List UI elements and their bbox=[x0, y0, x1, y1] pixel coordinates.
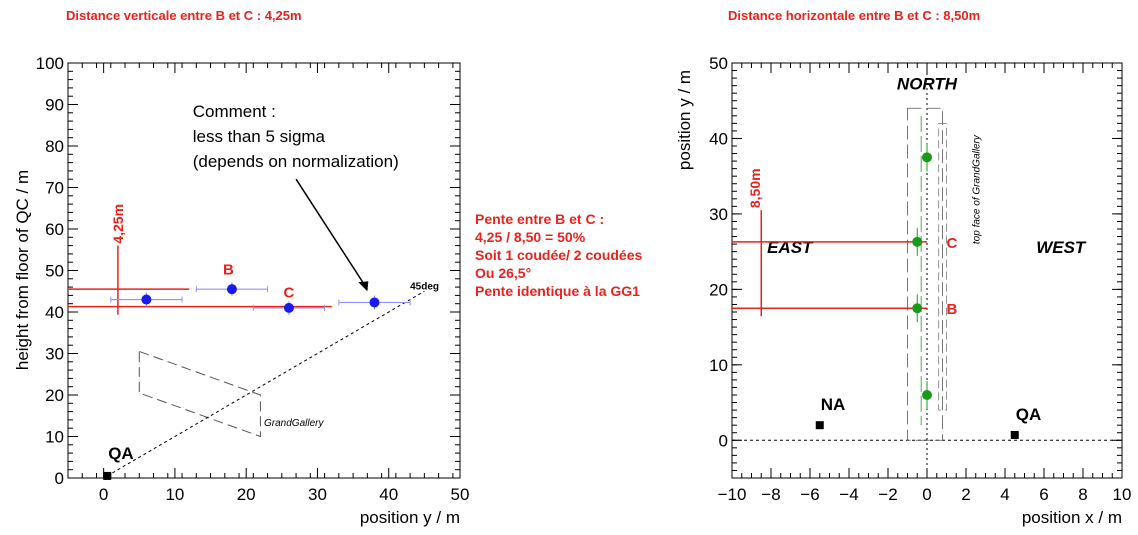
comment-text: (depends on normalization) bbox=[193, 152, 399, 171]
y-tick-label: 10 bbox=[45, 428, 64, 447]
y-tick-label: 80 bbox=[45, 137, 64, 156]
x-tick-label: −8 bbox=[761, 485, 780, 504]
reference-marker-label: QA bbox=[1016, 405, 1042, 424]
x-tick-label: 2 bbox=[961, 485, 970, 504]
x-tick-label: 10 bbox=[1113, 485, 1132, 504]
y-tick-label: 20 bbox=[45, 386, 64, 405]
point-label: B bbox=[947, 301, 958, 318]
east-label: EAST bbox=[767, 238, 814, 257]
y-axis-label: height from floor of QC / m bbox=[13, 170, 32, 370]
horizontal-distance-headline: Distance horizontale entre B et C : 8,50… bbox=[728, 8, 981, 23]
y-tick-label: 40 bbox=[45, 303, 64, 322]
point-label: B bbox=[223, 262, 234, 279]
y-tick-label: 100 bbox=[36, 54, 64, 73]
data-point bbox=[912, 303, 923, 314]
data-point bbox=[141, 294, 152, 305]
west-label: WEST bbox=[1036, 238, 1087, 257]
x-tick-label: 40 bbox=[379, 485, 398, 504]
grand-gallery-outline bbox=[907, 107, 943, 441]
y-tick-label: 70 bbox=[45, 179, 64, 198]
x-tick-label: −10 bbox=[718, 485, 747, 504]
y-tick-label: 60 bbox=[45, 220, 64, 239]
diagonal-45deg-label: 45deg bbox=[410, 281, 439, 292]
point-label: C bbox=[947, 235, 958, 252]
y-axis-label: position y / m bbox=[675, 70, 694, 170]
comment-text: less than 5 sigma bbox=[193, 127, 326, 146]
x-axis-label: position x / m bbox=[1022, 508, 1122, 527]
x-axis-label: position y / m bbox=[360, 508, 460, 527]
point-label: C bbox=[284, 284, 295, 301]
y-tick-label: 50 bbox=[45, 262, 64, 281]
data-point bbox=[283, 302, 294, 313]
slope-note-line: Pente entre B et C : bbox=[475, 211, 605, 227]
comment-arrow-shaft bbox=[295, 178, 368, 290]
x-tick-label: −2 bbox=[878, 485, 897, 504]
x-tick-label: 0 bbox=[922, 485, 931, 504]
qa-marker bbox=[103, 471, 112, 480]
reference-marker bbox=[815, 421, 824, 430]
diagonal-45deg-line bbox=[106, 290, 425, 477]
x-tick-label: 4 bbox=[1000, 485, 1009, 504]
slope-note-line: 4,25 / 8,50 = 50% bbox=[475, 229, 586, 245]
y-tick-label: 30 bbox=[45, 345, 64, 364]
x-tick-label: 0 bbox=[99, 485, 108, 504]
y-tick-label: 20 bbox=[709, 280, 728, 299]
slope-note-line: Pente identique à la GG1 bbox=[475, 283, 640, 299]
comment-arrow-head bbox=[358, 281, 369, 292]
height-marker-label: 4,25m bbox=[110, 204, 126, 244]
y-tick-label: 90 bbox=[45, 96, 64, 115]
reference-marker-label: NA bbox=[821, 395, 846, 414]
x-tick-label: 10 bbox=[165, 485, 184, 504]
slope-note-line: Ou 26,5° bbox=[475, 265, 532, 281]
x-tick-label: −4 bbox=[839, 485, 858, 504]
grand-gallery-label: top face of GrandGallery bbox=[972, 134, 983, 244]
data-point bbox=[922, 152, 932, 163]
grand-gallery-outline bbox=[938, 122, 947, 411]
x-tick-label: 30 bbox=[308, 485, 327, 504]
reference-marker bbox=[1010, 430, 1019, 439]
y-tick-label: 0 bbox=[55, 469, 64, 488]
slope-note-line: Soit 1 coudée/ 2 coudées bbox=[475, 247, 643, 263]
y-tick-label: 50 bbox=[709, 54, 728, 73]
data-point bbox=[369, 297, 380, 308]
data-point bbox=[922, 390, 932, 400]
x-tick-label: −6 bbox=[800, 485, 819, 504]
y-tick-label: 10 bbox=[709, 356, 728, 375]
distance-marker-label: 8,50m bbox=[747, 168, 763, 208]
y-tick-label: 0 bbox=[719, 431, 728, 450]
plot-frame bbox=[731, 62, 1123, 479]
x-tick-label: 50 bbox=[451, 485, 470, 504]
data-point bbox=[226, 284, 237, 295]
x-tick-label: 8 bbox=[1078, 485, 1087, 504]
data-point bbox=[912, 236, 923, 247]
y-tick-label: 30 bbox=[709, 205, 728, 224]
qa-label: QA bbox=[108, 444, 134, 463]
grand-gallery-label: GrandGallery bbox=[264, 418, 324, 429]
grand-gallery-outline bbox=[138, 350, 261, 438]
x-tick-label: 20 bbox=[237, 485, 256, 504]
vertical-distance-headline: Distance verticale entre B et C : 4,25m bbox=[66, 8, 302, 23]
north-label: NORTH bbox=[897, 74, 958, 93]
comment-text: Comment : bbox=[193, 102, 276, 121]
slope-note: Pente entre B et C : 4,25 / 8,50 = 50% S… bbox=[475, 210, 642, 300]
right-chart: −10 −8 −6 −4 −2 0 2 4 6 8 10 0 10 20 30 40 50 position x … bbox=[675, 54, 1131, 527]
x-tick-label: 6 bbox=[1039, 485, 1048, 504]
plot-frame bbox=[67, 62, 461, 479]
left-chart: 0 10 20 30 40 50 0 10 20 30 40 50 60 70 80 90 100 positio… bbox=[13, 54, 469, 527]
y-tick-label: 40 bbox=[709, 129, 728, 148]
